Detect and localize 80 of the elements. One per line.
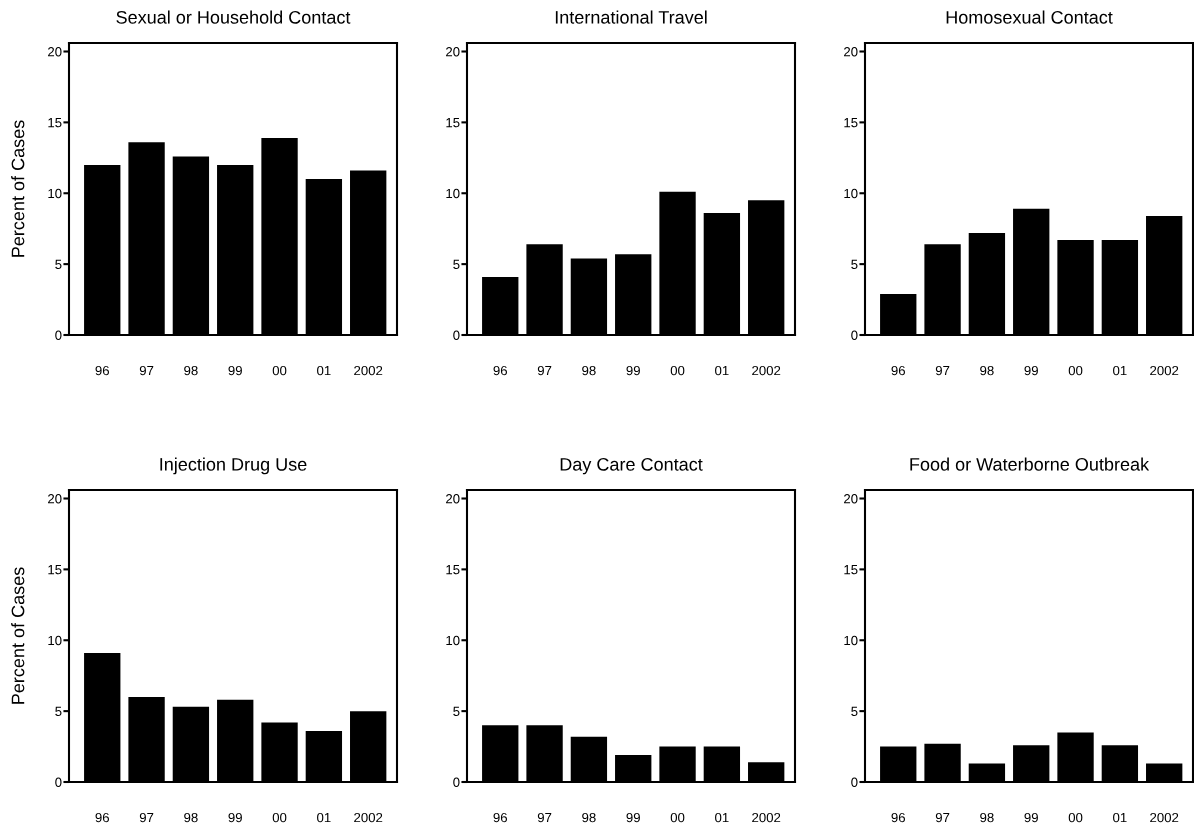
y-tick-label: 0 [55,777,62,787]
x-tick-label: 01 [715,365,729,376]
x-tick-label: 01 [1113,812,1127,823]
x-tick-label: 2002 [752,365,781,376]
y-tick-label: 15 [48,118,62,128]
x-tick-label: 99 [228,365,242,376]
x-tick-label: 97 [537,812,552,823]
x-tick-label: 98 [184,365,198,376]
x-tick-label: 99 [626,812,640,823]
y-tick-label: 15 [446,118,460,128]
x-tick-label: 98 [184,812,198,823]
y-tick-label: 5 [453,706,460,717]
y-tick-label: 20 [48,494,62,504]
chart-title: Food or Waterborne Outbreak [910,457,1150,471]
x-tick-label: 99 [228,812,242,823]
x-tick-label: 2002 [752,812,781,823]
y-tick-label: 20 [446,47,460,57]
x-tick-label: 98 [582,812,596,823]
y-tick-label: 20 [844,494,858,504]
y-axis-title: Percent of Cases [11,120,25,257]
chart-title: Day Care Contact [560,457,703,475]
y-tick-label: 10 [446,635,460,646]
y-tick-label: 5 [851,259,858,270]
x-tick-label: 96 [95,365,109,376]
y-tick-label: 15 [844,565,858,575]
x-tick-label: 01 [715,812,729,823]
x-tick-label: 97 [935,365,950,376]
x-tick-label: 00 [272,365,287,376]
y-tick-label: 20 [446,494,460,504]
chart-title: Injection Drug Use [160,457,307,475]
chart-title: Sexual or Household Contact [116,10,351,24]
y-tick-label: 15 [844,118,858,128]
y-tick-label: 0 [55,330,62,340]
y-axis-title: Percent of Cases [11,567,25,704]
x-tick-label: 98 [980,365,994,376]
x-tick-label: 96 [891,812,905,823]
y-tick-label: 0 [851,330,858,340]
x-tick-label: 00 [670,365,685,376]
x-tick-label: 97 [935,812,950,823]
y-tick-label: 20 [48,47,62,57]
x-tick-label: 97 [139,812,154,823]
y-tick-label: 0 [453,330,460,340]
x-tick-label: 2002 [1150,812,1179,823]
x-tick-label: 00 [272,812,287,823]
y-tick-label: 20 [844,47,858,57]
x-tick-label: 99 [1024,365,1038,376]
y-tick-label: 10 [844,188,858,199]
x-tick-label: 98 [582,365,596,376]
x-tick-label: 96 [493,365,507,376]
x-tick-label: 97 [537,365,552,376]
x-tick-label: 98 [980,812,994,823]
y-tick-label: 15 [446,565,460,575]
x-tick-label: 96 [493,812,507,823]
x-tick-label: 01 [317,812,331,823]
x-tick-label: 97 [139,365,154,376]
y-tick-label: 15 [48,565,62,575]
x-tick-label: 01 [1113,365,1127,376]
x-tick-label: 96 [891,365,905,376]
y-tick-label: 10 [48,188,62,199]
x-tick-label: 99 [626,365,640,376]
x-tick-label: 99 [1024,812,1038,823]
y-tick-label: 0 [453,777,460,787]
y-tick-label: 0 [851,777,858,787]
y-tick-label: 10 [844,635,858,646]
x-tick-label: 2002 [1150,365,1179,376]
y-tick-label: 10 [48,635,62,646]
chart-title: International Travel [555,10,707,24]
x-tick-label: 96 [95,812,109,823]
y-tick-label: 5 [55,259,62,270]
y-tick-label: 10 [446,188,460,199]
x-tick-label: 2002 [354,365,383,376]
x-tick-label: 2002 [354,812,383,823]
x-tick-label: 00 [670,812,685,823]
y-tick-label: 5 [453,259,460,270]
x-tick-label: 00 [1068,365,1083,376]
x-tick-label: 00 [1068,812,1083,823]
chart-title: Homosexual Contact [946,10,1113,24]
y-tick-label: 5 [55,706,62,717]
y-tick-label: 5 [851,706,858,717]
x-tick-label: 01 [317,365,331,376]
